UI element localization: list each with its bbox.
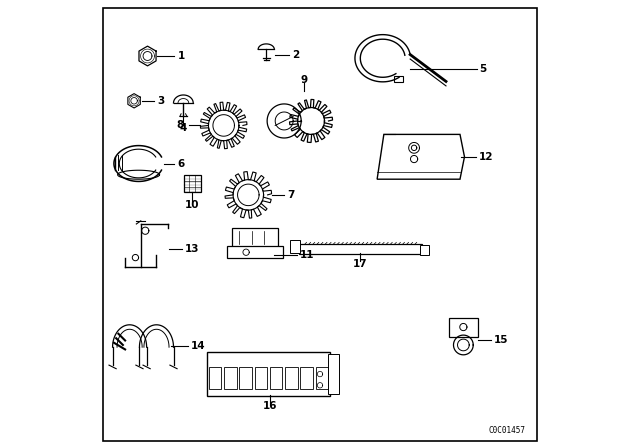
Text: 9: 9 — [301, 75, 308, 85]
FancyBboxPatch shape — [184, 175, 201, 192]
Text: 2: 2 — [292, 50, 299, 60]
FancyBboxPatch shape — [232, 228, 278, 247]
FancyBboxPatch shape — [270, 367, 282, 388]
Text: C0C01457: C0C01457 — [488, 426, 525, 435]
Text: 10: 10 — [185, 200, 200, 210]
Text: 14: 14 — [191, 341, 205, 351]
FancyBboxPatch shape — [207, 352, 330, 396]
Text: 15: 15 — [494, 336, 509, 345]
FancyBboxPatch shape — [224, 367, 237, 388]
Text: 11: 11 — [300, 250, 314, 260]
FancyBboxPatch shape — [328, 354, 339, 394]
FancyBboxPatch shape — [285, 367, 298, 388]
FancyBboxPatch shape — [300, 367, 313, 388]
FancyBboxPatch shape — [239, 367, 252, 388]
FancyBboxPatch shape — [102, 8, 538, 441]
FancyBboxPatch shape — [394, 76, 403, 82]
FancyBboxPatch shape — [209, 367, 221, 388]
FancyBboxPatch shape — [255, 367, 267, 388]
Text: 7: 7 — [287, 190, 294, 200]
FancyBboxPatch shape — [420, 245, 429, 255]
Text: 6: 6 — [177, 159, 185, 168]
FancyBboxPatch shape — [449, 318, 477, 337]
Text: 3: 3 — [157, 96, 164, 106]
Text: 12: 12 — [479, 152, 493, 162]
Text: 5: 5 — [479, 65, 486, 74]
Text: 13: 13 — [185, 244, 200, 254]
FancyBboxPatch shape — [291, 240, 300, 253]
Text: 1: 1 — [177, 51, 185, 61]
FancyBboxPatch shape — [227, 246, 283, 258]
Text: 4: 4 — [180, 123, 187, 133]
Text: 17: 17 — [353, 259, 367, 269]
FancyBboxPatch shape — [299, 244, 422, 254]
FancyBboxPatch shape — [316, 367, 328, 388]
Text: 8: 8 — [176, 121, 183, 130]
Text: 16: 16 — [262, 401, 277, 411]
